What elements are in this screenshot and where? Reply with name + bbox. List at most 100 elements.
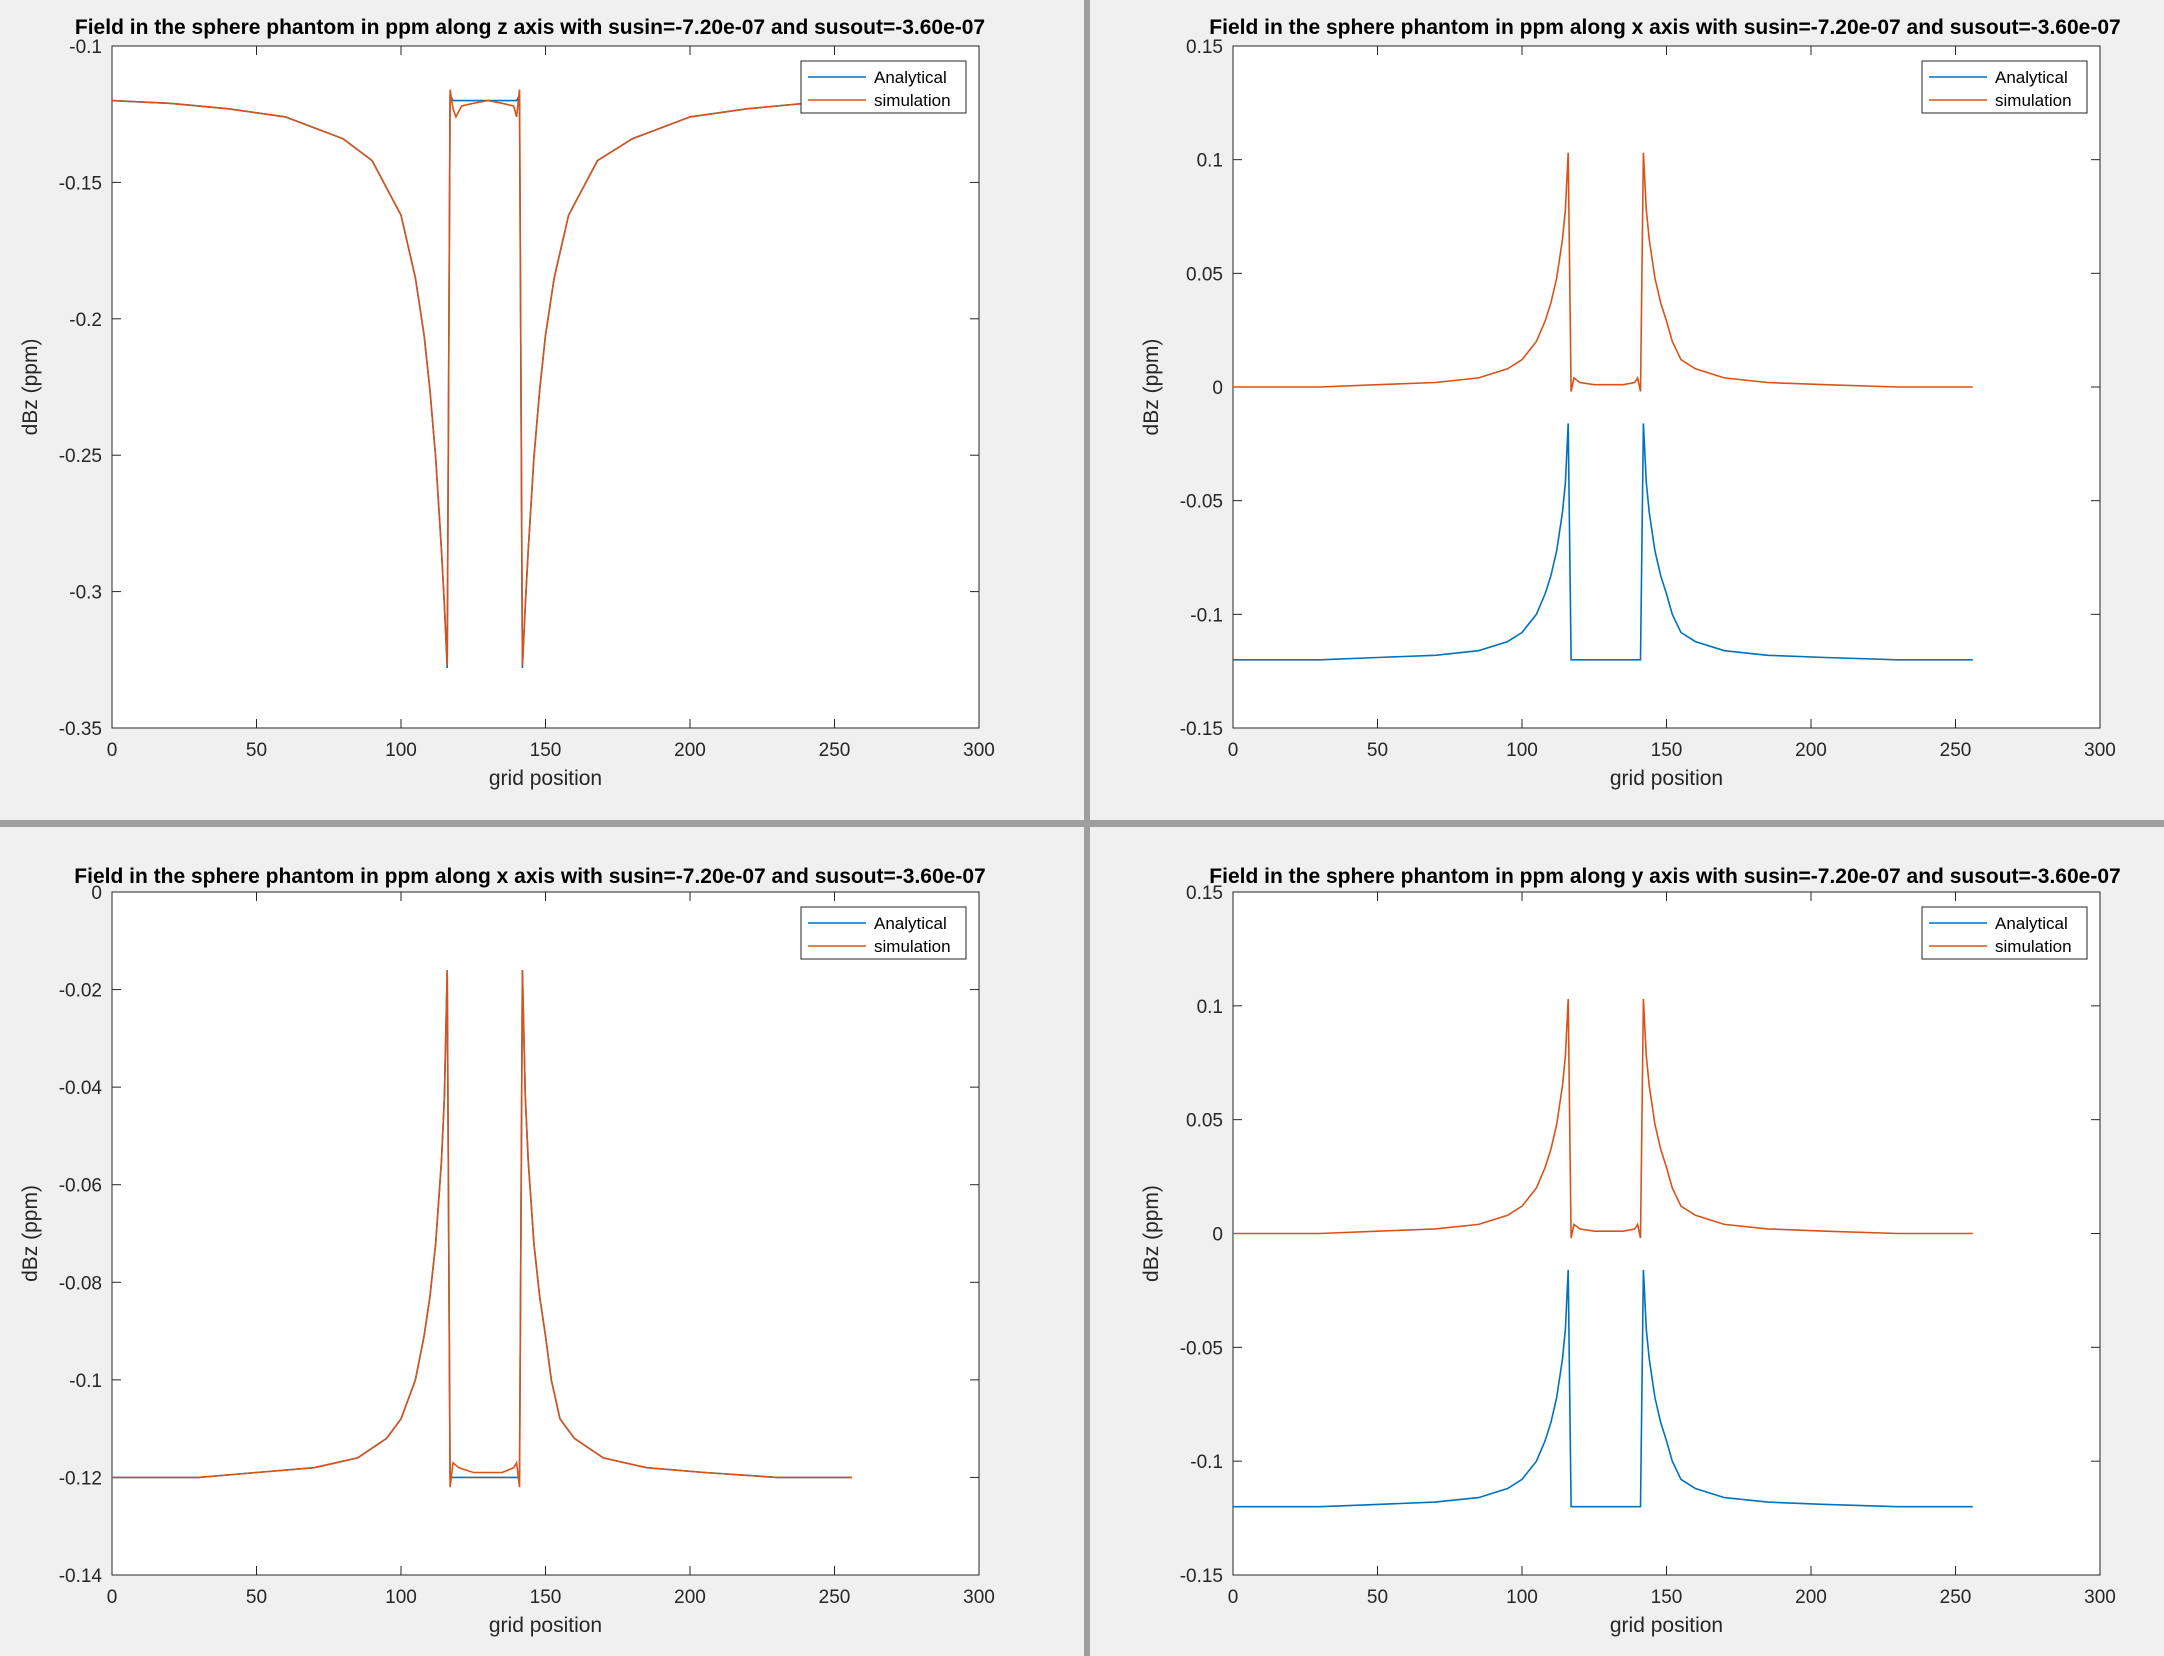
chart-svg: Field in the sphere phantom in ppm along…: [19, 16, 995, 790]
x-tick-label: 150: [1651, 740, 1683, 761]
series-line-simulation: [1233, 152, 1973, 392]
y-tick-label: 0.15: [1186, 883, 1223, 904]
y-tick-label: -0.15: [59, 173, 102, 194]
figure-window-y-axis: Field in the sphere phantom in ppm along…: [1090, 827, 2164, 1656]
legend-label: simulation: [874, 91, 951, 110]
series-line-simulation: [112, 89, 852, 666]
x-tick-label: 50: [246, 1587, 267, 1608]
legend-label: Analytical: [1995, 68, 2068, 87]
x-tick-label: 100: [385, 1587, 417, 1608]
x-tick-label: 150: [530, 740, 562, 761]
y-tick-label: 0.1: [1197, 997, 1223, 1018]
chart-svg: Field in the sphere phantom in ppm along…: [1140, 16, 2121, 790]
x-tick-label: 300: [2084, 1587, 2116, 1608]
x-tick-label: 250: [1940, 1587, 1972, 1608]
x-tick-label: 100: [1506, 1587, 1538, 1608]
y-tick-label: -0.1: [69, 1371, 102, 1392]
legend-box: [1921, 906, 2088, 960]
x-tick-label: 0: [1228, 740, 1239, 761]
y-tick-label: -0.02: [59, 981, 102, 1002]
x-tick-label: 300: [963, 1587, 995, 1608]
series-line-simulation: [112, 970, 852, 1488]
y-tick-label: -0.2: [69, 310, 102, 331]
y-tick-label: -0.04: [59, 1078, 103, 1099]
y-tick-label: -0.1: [1190, 1452, 1223, 1473]
y-tick-label: 0.15: [1186, 37, 1223, 58]
x-tick-label: 150: [1651, 1587, 1683, 1608]
x-tick-label: 200: [1795, 740, 1827, 761]
y-tick-label: 0.1: [1197, 151, 1223, 172]
legend: Analytical simulation: [800, 60, 967, 114]
legend: Analytical simulation: [1921, 906, 2088, 960]
y-tick-label: 0.05: [1186, 264, 1223, 285]
x-axis-label: grid position: [489, 767, 602, 790]
series-line-analytical: [1233, 1269, 1973, 1508]
x-tick-label: 200: [1795, 1587, 1827, 1608]
chart-title: Field in the sphere phantom in ppm along…: [1209, 16, 2120, 39]
x-axis-label: grid position: [1610, 1614, 1723, 1637]
x-axis-label: grid position: [1610, 767, 1723, 790]
chart-svg: Field in the sphere phantom in ppm along…: [1140, 865, 2121, 1637]
x-tick-label: 150: [530, 1587, 562, 1608]
legend-label: simulation: [1995, 91, 2072, 110]
chart-title: Field in the sphere phantom in ppm along…: [74, 865, 985, 888]
x-tick-label: 100: [385, 740, 417, 761]
legend-label: Analytical: [874, 68, 947, 87]
legend: Analytical simulation: [1921, 60, 2088, 114]
figure-window-x-axis-top: Field in the sphere phantom in ppm along…: [1090, 0, 2164, 820]
y-tick-label: -0.06: [59, 1176, 102, 1197]
y-tick-label: -0.12: [59, 1468, 102, 1489]
x-tick-label: 300: [963, 740, 995, 761]
y-tick-label: -0.08: [59, 1273, 102, 1294]
legend: Analytical simulation: [800, 906, 967, 960]
x-tick-label: 0: [1228, 1587, 1239, 1608]
x-tick-label: 0: [107, 740, 118, 761]
y-axis-label: dBz (ppm): [19, 1185, 42, 1282]
y-tick-label: -0.1: [1190, 605, 1223, 626]
chart-title: Field in the sphere phantom in ppm along…: [1209, 865, 2120, 888]
y-axis-label: dBz (ppm): [19, 339, 42, 436]
x-tick-label: 50: [1367, 1587, 1388, 1608]
x-tick-label: 250: [819, 1587, 851, 1608]
figure-window-z-axis: Field in the sphere phantom in ppm along…: [0, 0, 1084, 820]
x-tick-label: 250: [819, 740, 851, 761]
y-tick-label: -0.35: [59, 719, 102, 740]
x-tick-label: 300: [2084, 740, 2116, 761]
chart-svg: Field in the sphere phantom in ppm along…: [19, 865, 995, 1637]
legend-label: Analytical: [1995, 914, 2068, 933]
y-tick-label: -0.3: [69, 583, 102, 604]
legend-box: [800, 60, 967, 114]
y-tick-label: -0.05: [1180, 492, 1223, 513]
y-tick-label: -0.15: [1180, 1566, 1223, 1587]
x-tick-label: 100: [1506, 740, 1538, 761]
legend-label: simulation: [1995, 937, 2072, 956]
x-tick-label: 50: [246, 740, 267, 761]
figure-window-x-axis-bottom: Field in the sphere phantom in ppm along…: [0, 827, 1084, 1656]
y-tick-label: 0: [1212, 1225, 1223, 1246]
legend-label: simulation: [874, 937, 951, 956]
x-tick-label: 200: [674, 740, 706, 761]
y-tick-label: 0.05: [1186, 1111, 1223, 1132]
x-tick-label: 250: [1940, 740, 1972, 761]
legend-box: [1921, 60, 2088, 114]
plot-area: [111, 891, 980, 1576]
y-tick-label: -0.1: [69, 37, 102, 58]
legend-label: Analytical: [874, 914, 947, 933]
series-line-simulation: [1233, 998, 1973, 1239]
y-tick-label: 0: [1212, 378, 1223, 399]
y-tick-label: -0.14: [59, 1566, 103, 1587]
y-tick-label: -0.25: [59, 446, 102, 467]
x-tick-label: 50: [1367, 740, 1388, 761]
chart-title: Field in the sphere phantom in ppm along…: [75, 16, 985, 39]
y-axis-label: dBz (ppm): [1140, 1185, 1163, 1282]
y-tick-label: -0.05: [1180, 1338, 1223, 1359]
y-axis-label: dBz (ppm): [1140, 339, 1163, 436]
series-line-analytical: [1233, 423, 1973, 661]
x-tick-label: 0: [107, 1587, 118, 1608]
plot-area: [111, 45, 980, 729]
y-tick-label: -0.15: [1180, 719, 1223, 740]
legend-box: [800, 906, 967, 960]
y-tick-label: 0: [91, 883, 102, 904]
x-tick-label: 200: [674, 1587, 706, 1608]
x-axis-label: grid position: [489, 1614, 602, 1637]
